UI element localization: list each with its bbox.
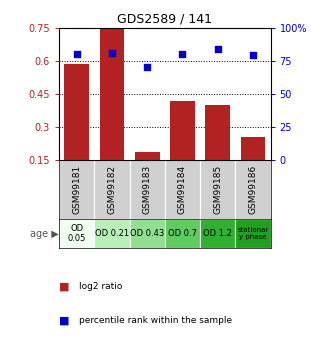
Title: GDS2589 / 141: GDS2589 / 141 — [117, 12, 212, 25]
Bar — [59, 219, 94, 248]
Text: percentile rank within the sample: percentile rank within the sample — [79, 316, 232, 325]
Point — [250, 52, 255, 58]
Point — [109, 50, 114, 56]
Text: GSM99184: GSM99184 — [178, 165, 187, 214]
Text: ■: ■ — [59, 316, 70, 326]
Text: stationar
y phase: stationar y phase — [237, 227, 269, 240]
Text: GSM99185: GSM99185 — [213, 165, 222, 214]
Point — [74, 51, 79, 57]
Bar — [235, 219, 271, 248]
Text: OD 0.7: OD 0.7 — [168, 229, 197, 238]
Bar — [200, 219, 235, 248]
Bar — [241, 137, 265, 160]
Point — [145, 65, 150, 70]
Text: GSM99183: GSM99183 — [143, 165, 152, 214]
Bar — [59, 160, 94, 219]
Bar — [130, 219, 165, 248]
Bar — [130, 160, 165, 219]
Bar — [235, 160, 271, 219]
Bar — [205, 105, 230, 160]
Text: OD 0.21: OD 0.21 — [95, 229, 129, 238]
Text: OD 0.43: OD 0.43 — [130, 229, 164, 238]
Bar — [94, 219, 130, 248]
Bar — [94, 160, 130, 219]
Point — [180, 51, 185, 57]
Text: log2 ratio: log2 ratio — [79, 282, 123, 291]
Bar — [135, 152, 160, 160]
Bar — [165, 219, 200, 248]
Text: OD
0.05: OD 0.05 — [67, 224, 86, 243]
Text: GSM99182: GSM99182 — [108, 165, 116, 214]
Bar — [165, 160, 200, 219]
Point — [215, 46, 220, 51]
Bar — [64, 64, 89, 160]
Bar — [200, 160, 235, 219]
Text: GSM99181: GSM99181 — [72, 165, 81, 214]
Text: GSM99186: GSM99186 — [248, 165, 258, 214]
Text: age ▶: age ▶ — [30, 229, 58, 239]
Bar — [170, 101, 195, 160]
Bar — [100, 29, 124, 160]
Text: ■: ■ — [59, 282, 70, 291]
Text: OD 1.2: OD 1.2 — [203, 229, 232, 238]
